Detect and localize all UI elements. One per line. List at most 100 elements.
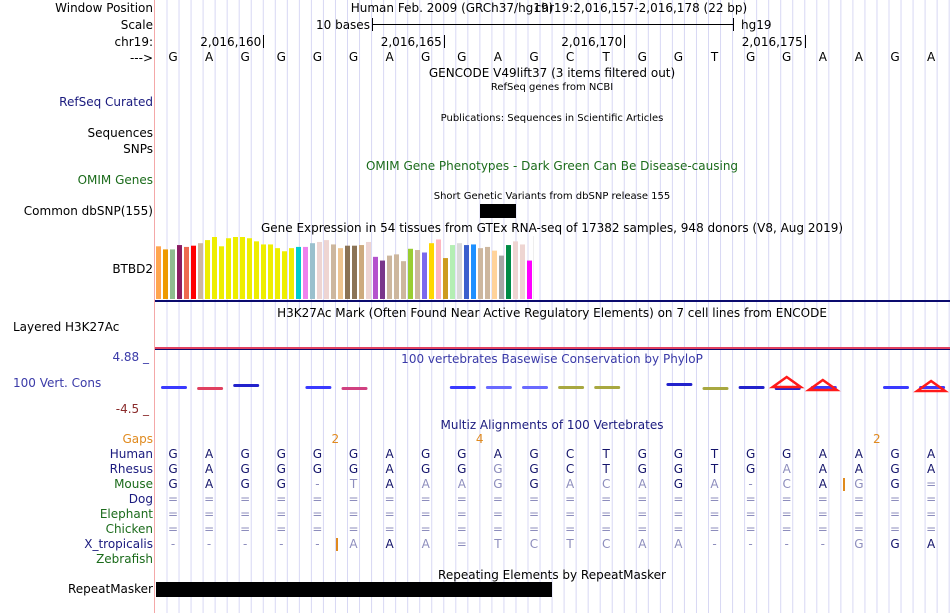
species-label[interactable]: Elephant (99, 507, 153, 521)
scale-bar-right-cap (733, 18, 734, 31)
alignment-base: = (384, 507, 395, 521)
gtex-tissue-bar[interactable] (324, 240, 329, 299)
gtex-tissue-bar[interactable] (450, 245, 455, 299)
gtex-tissue-bar[interactable] (436, 239, 441, 299)
alignment-base: = (601, 492, 612, 506)
species-label[interactable]: Rhesus (109, 462, 153, 476)
gtex-tissue-bar[interactable] (492, 250, 497, 299)
sequences-track-label[interactable]: Sequences (87, 126, 153, 140)
gtex-tissue-bar[interactable] (310, 243, 315, 299)
alignment-base: G (854, 477, 864, 491)
gtex-tissue-bar[interactable] (373, 256, 378, 299)
gtex-tissue-bar[interactable] (422, 252, 427, 300)
gtex-tissue-bar[interactable] (184, 246, 189, 299)
refseq-track-label[interactable]: RefSeq Curated (59, 95, 153, 109)
alignment-base: - (279, 537, 284, 551)
gtex-tissue-bar[interactable] (464, 245, 469, 299)
alignment-base: = (348, 492, 359, 506)
alignment-base: G (168, 447, 178, 461)
alignment-base: T (710, 462, 719, 476)
gtex-tissue-bar[interactable] (247, 238, 252, 299)
repeatmasker-track-label[interactable]: RepeatMasker (67, 582, 153, 596)
alignment-base: - (712, 537, 717, 551)
gtex-tissue-bar[interactable] (317, 241, 322, 299)
gtex-tissue-bar[interactable] (408, 248, 413, 299)
gtex-tissue-bar[interactable] (394, 254, 399, 299)
alignment-base: - (243, 537, 248, 551)
gtex-tissue-bar[interactable] (359, 245, 364, 299)
gtex-tissue-bar[interactable] (387, 255, 392, 299)
gtex-tissue-bar[interactable] (289, 248, 294, 299)
gtex-tissue-bar[interactable] (156, 246, 161, 299)
alignment-base: G (890, 462, 900, 476)
species-label[interactable]: Zebrafish (96, 552, 153, 566)
gtex-tissue-bar[interactable] (177, 245, 182, 299)
gtex-tissue-bar[interactable] (191, 245, 196, 299)
gtex-tissue-bar[interactable] (226, 238, 231, 299)
gtex-tissue-bar[interactable] (429, 243, 434, 299)
alignment-base: A (457, 477, 466, 491)
gtex-tissue-bar[interactable] (506, 245, 511, 299)
gtex-tissue-bar[interactable] (198, 243, 203, 299)
repeatmasker-feature[interactable] (156, 582, 552, 597)
gtex-tissue-bar[interactable] (212, 237, 217, 299)
gtex-tissue-bar[interactable] (352, 245, 357, 299)
alignment-base: = (745, 522, 756, 536)
gtex-tissue-bar[interactable] (457, 243, 462, 299)
gtex-tissue-bar[interactable] (345, 245, 350, 299)
cons-track-label[interactable]: 100 Vert. Cons (13, 376, 102, 390)
conservation-glyph (702, 387, 729, 390)
gtex-tissue-bar[interactable] (380, 260, 385, 299)
alignment-base: = (420, 492, 431, 506)
omim-track-label[interactable]: OMIM Genes (77, 173, 153, 187)
gtex-tissue-bar[interactable] (261, 244, 266, 299)
species-label[interactable]: Chicken (105, 522, 153, 536)
scale-bar-text: 10 bases (316, 18, 370, 32)
alignment-base: G (240, 447, 250, 461)
gtex-tissue-bar[interactable] (240, 237, 245, 299)
gtex-tissue-bar[interactable] (219, 246, 224, 299)
alignment-base: G (854, 537, 864, 551)
alignment-base: G (890, 447, 900, 461)
gtex-expression-chart[interactable] (155, 234, 535, 300)
gtex-tissue-bar[interactable] (282, 251, 287, 299)
gtex-gene-label[interactable]: BTBD2 (112, 262, 153, 276)
gtex-tissue-bar[interactable] (170, 249, 175, 299)
gtex-tissue-bar[interactable] (268, 244, 273, 299)
gtex-tissue-bar[interactable] (303, 246, 308, 299)
h3k27ac-track-label[interactable]: Layered H3K27Ac (13, 320, 120, 334)
species-label[interactable]: Mouse (114, 477, 153, 491)
gtex-tissue-bar[interactable] (233, 237, 238, 299)
gtex-tissue-bar[interactable] (443, 258, 448, 299)
gencode-track-title[interactable]: GENCODE V49lift37 (3 items filtered out) (428, 66, 676, 80)
reference-base: G (312, 50, 323, 64)
gtex-tissue-bar[interactable] (366, 241, 371, 299)
dbsnp-variant-feature[interactable] (480, 204, 516, 218)
gtex-tissue-bar[interactable] (163, 249, 168, 299)
gtex-tissue-bar[interactable] (527, 260, 532, 299)
species-label[interactable]: X_tropicalis (84, 537, 153, 551)
gtex-tissue-bar[interactable] (499, 255, 504, 299)
gtex-tissue-bar[interactable] (331, 244, 336, 299)
alignment-base: = (492, 507, 503, 521)
species-label[interactable]: Human (109, 447, 153, 461)
alignment-base: G (745, 447, 756, 461)
gtex-tissue-bar[interactable] (401, 261, 406, 299)
chrom-label: chr19: (114, 35, 153, 49)
conservation-glyph (197, 387, 224, 390)
species-label[interactable]: Dog (128, 492, 153, 506)
snps-track-label[interactable]: SNPs (123, 142, 153, 156)
dbsnp-track-label[interactable]: Common dbSNP(155) (23, 204, 153, 218)
gtex-tissue-bar[interactable] (338, 248, 343, 299)
gtex-tissue-bar[interactable] (296, 246, 301, 299)
gtex-tissue-bar[interactable] (485, 246, 490, 299)
gtex-tissue-bar[interactable] (275, 248, 280, 299)
gtex-tissue-bar[interactable] (478, 248, 483, 299)
gtex-tissue-bar[interactable] (254, 241, 259, 299)
gtex-tissue-bar[interactable] (513, 241, 518, 299)
conservation-glyph (594, 386, 621, 389)
gtex-tissue-bar[interactable] (471, 244, 476, 299)
gtex-tissue-bar[interactable] (415, 250, 420, 299)
gtex-tissue-bar[interactable] (205, 240, 210, 299)
gtex-tissue-bar[interactable] (520, 244, 525, 299)
